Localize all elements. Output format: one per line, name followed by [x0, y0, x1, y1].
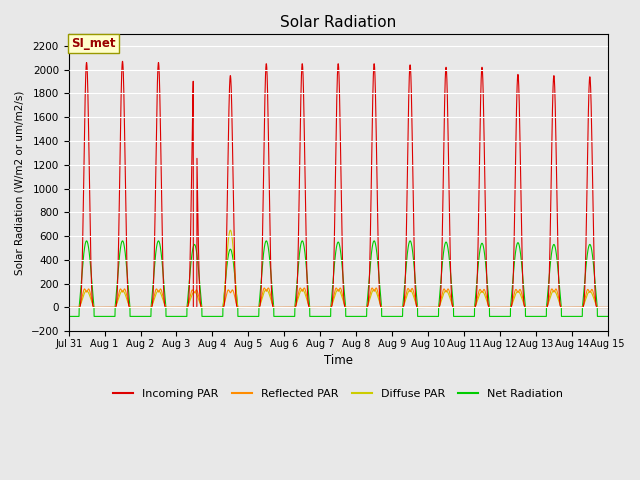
Net Radiation — [604, 313, 612, 319]
Text: SI_met: SI_met — [71, 37, 116, 50]
Net Radiation — [459, 313, 467, 319]
Net Radiation — [429, 313, 437, 319]
Reflected PAR — [604, 305, 612, 311]
Diffuse PAR — [429, 305, 437, 311]
Line: Reflected PAR: Reflected PAR — [68, 288, 608, 308]
Y-axis label: Solar Radiation (W/m2 or um/m2/s): Solar Radiation (W/m2 or um/m2/s) — [15, 90, 25, 275]
Reflected PAR — [162, 304, 170, 310]
Reflected PAR — [65, 305, 72, 311]
Reflected PAR — [318, 305, 326, 311]
Net Radiation — [83, 238, 90, 244]
Title: Solar Radiation: Solar Radiation — [280, 15, 396, 30]
Diffuse PAR — [318, 305, 326, 311]
Diffuse PAR — [604, 305, 611, 311]
Reflected PAR — [459, 305, 467, 311]
Incoming PAR — [490, 305, 497, 311]
Incoming PAR — [318, 305, 326, 311]
Line: Net Radiation: Net Radiation — [68, 241, 608, 316]
Incoming PAR — [162, 305, 170, 311]
Reflected PAR — [604, 305, 611, 311]
Incoming PAR — [604, 305, 612, 311]
X-axis label: Time: Time — [324, 354, 353, 368]
Net Radiation — [490, 313, 497, 319]
Net Radiation — [162, 302, 170, 308]
Incoming PAR — [118, 59, 126, 64]
Reflected PAR — [429, 305, 437, 311]
Diffuse PAR — [162, 304, 170, 310]
Diffuse PAR — [459, 305, 467, 311]
Net Radiation — [318, 313, 326, 319]
Reflected PAR — [490, 305, 497, 311]
Line: Diffuse PAR: Diffuse PAR — [68, 230, 608, 308]
Incoming PAR — [459, 305, 467, 311]
Diffuse PAR — [65, 305, 72, 311]
Net Radiation — [604, 313, 611, 319]
Diffuse PAR — [604, 305, 612, 311]
Line: Incoming PAR: Incoming PAR — [68, 61, 608, 308]
Reflected PAR — [264, 285, 272, 291]
Incoming PAR — [604, 305, 611, 311]
Net Radiation — [65, 313, 72, 319]
Diffuse PAR — [227, 228, 234, 233]
Diffuse PAR — [490, 305, 497, 311]
Incoming PAR — [65, 305, 72, 311]
Incoming PAR — [429, 305, 437, 311]
Legend: Incoming PAR, Reflected PAR, Diffuse PAR, Net Radiation: Incoming PAR, Reflected PAR, Diffuse PAR… — [109, 384, 568, 403]
